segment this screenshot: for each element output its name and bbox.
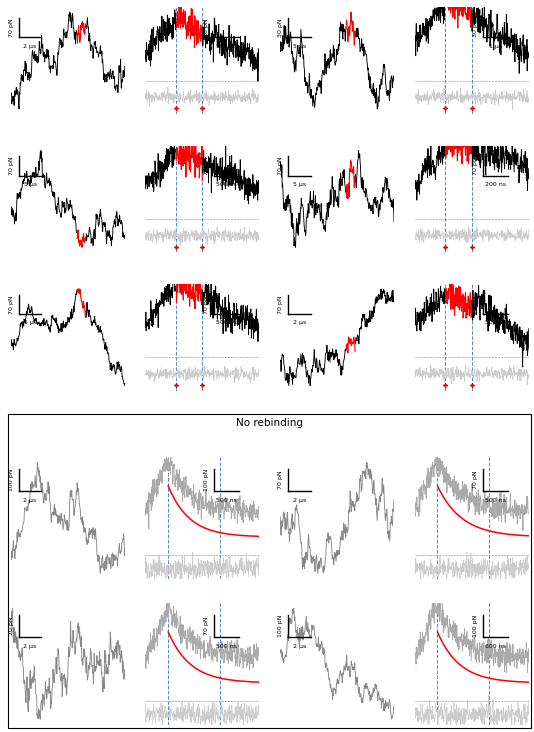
Text: 500 ns: 500 ns [216, 43, 237, 48]
Text: 500 ns: 500 ns [216, 182, 237, 187]
Text: 2 μs: 2 μs [293, 644, 306, 649]
Text: 2 μs: 2 μs [23, 498, 37, 504]
Text: 70 pN: 70 pN [204, 157, 209, 175]
Text: 70 pN: 70 pN [9, 295, 14, 313]
Text: 2 μs: 2 μs [293, 321, 306, 325]
Text: 70 pN: 70 pN [204, 295, 209, 313]
Text: 70 pN: 70 pN [474, 157, 478, 175]
Text: 30 pN: 30 pN [278, 18, 284, 37]
Text: 2 μs: 2 μs [23, 43, 37, 48]
Text: 70 pN: 70 pN [278, 471, 284, 489]
Text: 70 pN: 70 pN [278, 157, 284, 175]
Text: 500 ns: 500 ns [216, 321, 237, 325]
Text: 5 μs: 5 μs [293, 43, 306, 48]
Text: 100 pN: 100 pN [204, 468, 209, 491]
Text: 100 pN: 100 pN [474, 615, 478, 637]
Text: 70 pN: 70 pN [474, 471, 478, 489]
Text: 70 pN: 70 pN [278, 295, 284, 313]
Text: 70 pN: 70 pN [204, 616, 209, 635]
Text: 600 ns: 600 ns [485, 644, 506, 649]
Text: 500 ns: 500 ns [485, 498, 506, 504]
Text: 2 μs: 2 μs [23, 644, 37, 649]
Text: 70 pN: 70 pN [204, 18, 209, 37]
Text: 70 pN: 70 pN [9, 18, 14, 37]
Text: 70 pN: 70 pN [9, 616, 14, 635]
Text: 5 μs: 5 μs [293, 182, 306, 187]
Text: 2 μs: 2 μs [293, 498, 306, 504]
Text: 500 ns: 500 ns [485, 321, 506, 325]
Text: 70 pN: 70 pN [9, 157, 14, 175]
Text: 100 pN: 100 pN [278, 615, 284, 637]
Text: 5 μs: 5 μs [23, 182, 37, 187]
Text: 70 pN: 70 pN [474, 295, 478, 313]
Text: 30 pN: 30 pN [474, 18, 478, 37]
Text: 500 ns: 500 ns [216, 498, 237, 504]
Text: 1 μs: 1 μs [489, 43, 502, 48]
Text: No rebinding: No rebinding [236, 419, 303, 428]
Text: 100 pN: 100 pN [9, 468, 14, 491]
Text: 200 ns: 200 ns [485, 182, 506, 187]
Text: 500 ns: 500 ns [216, 644, 237, 649]
Text: 5 μs: 5 μs [23, 321, 37, 325]
